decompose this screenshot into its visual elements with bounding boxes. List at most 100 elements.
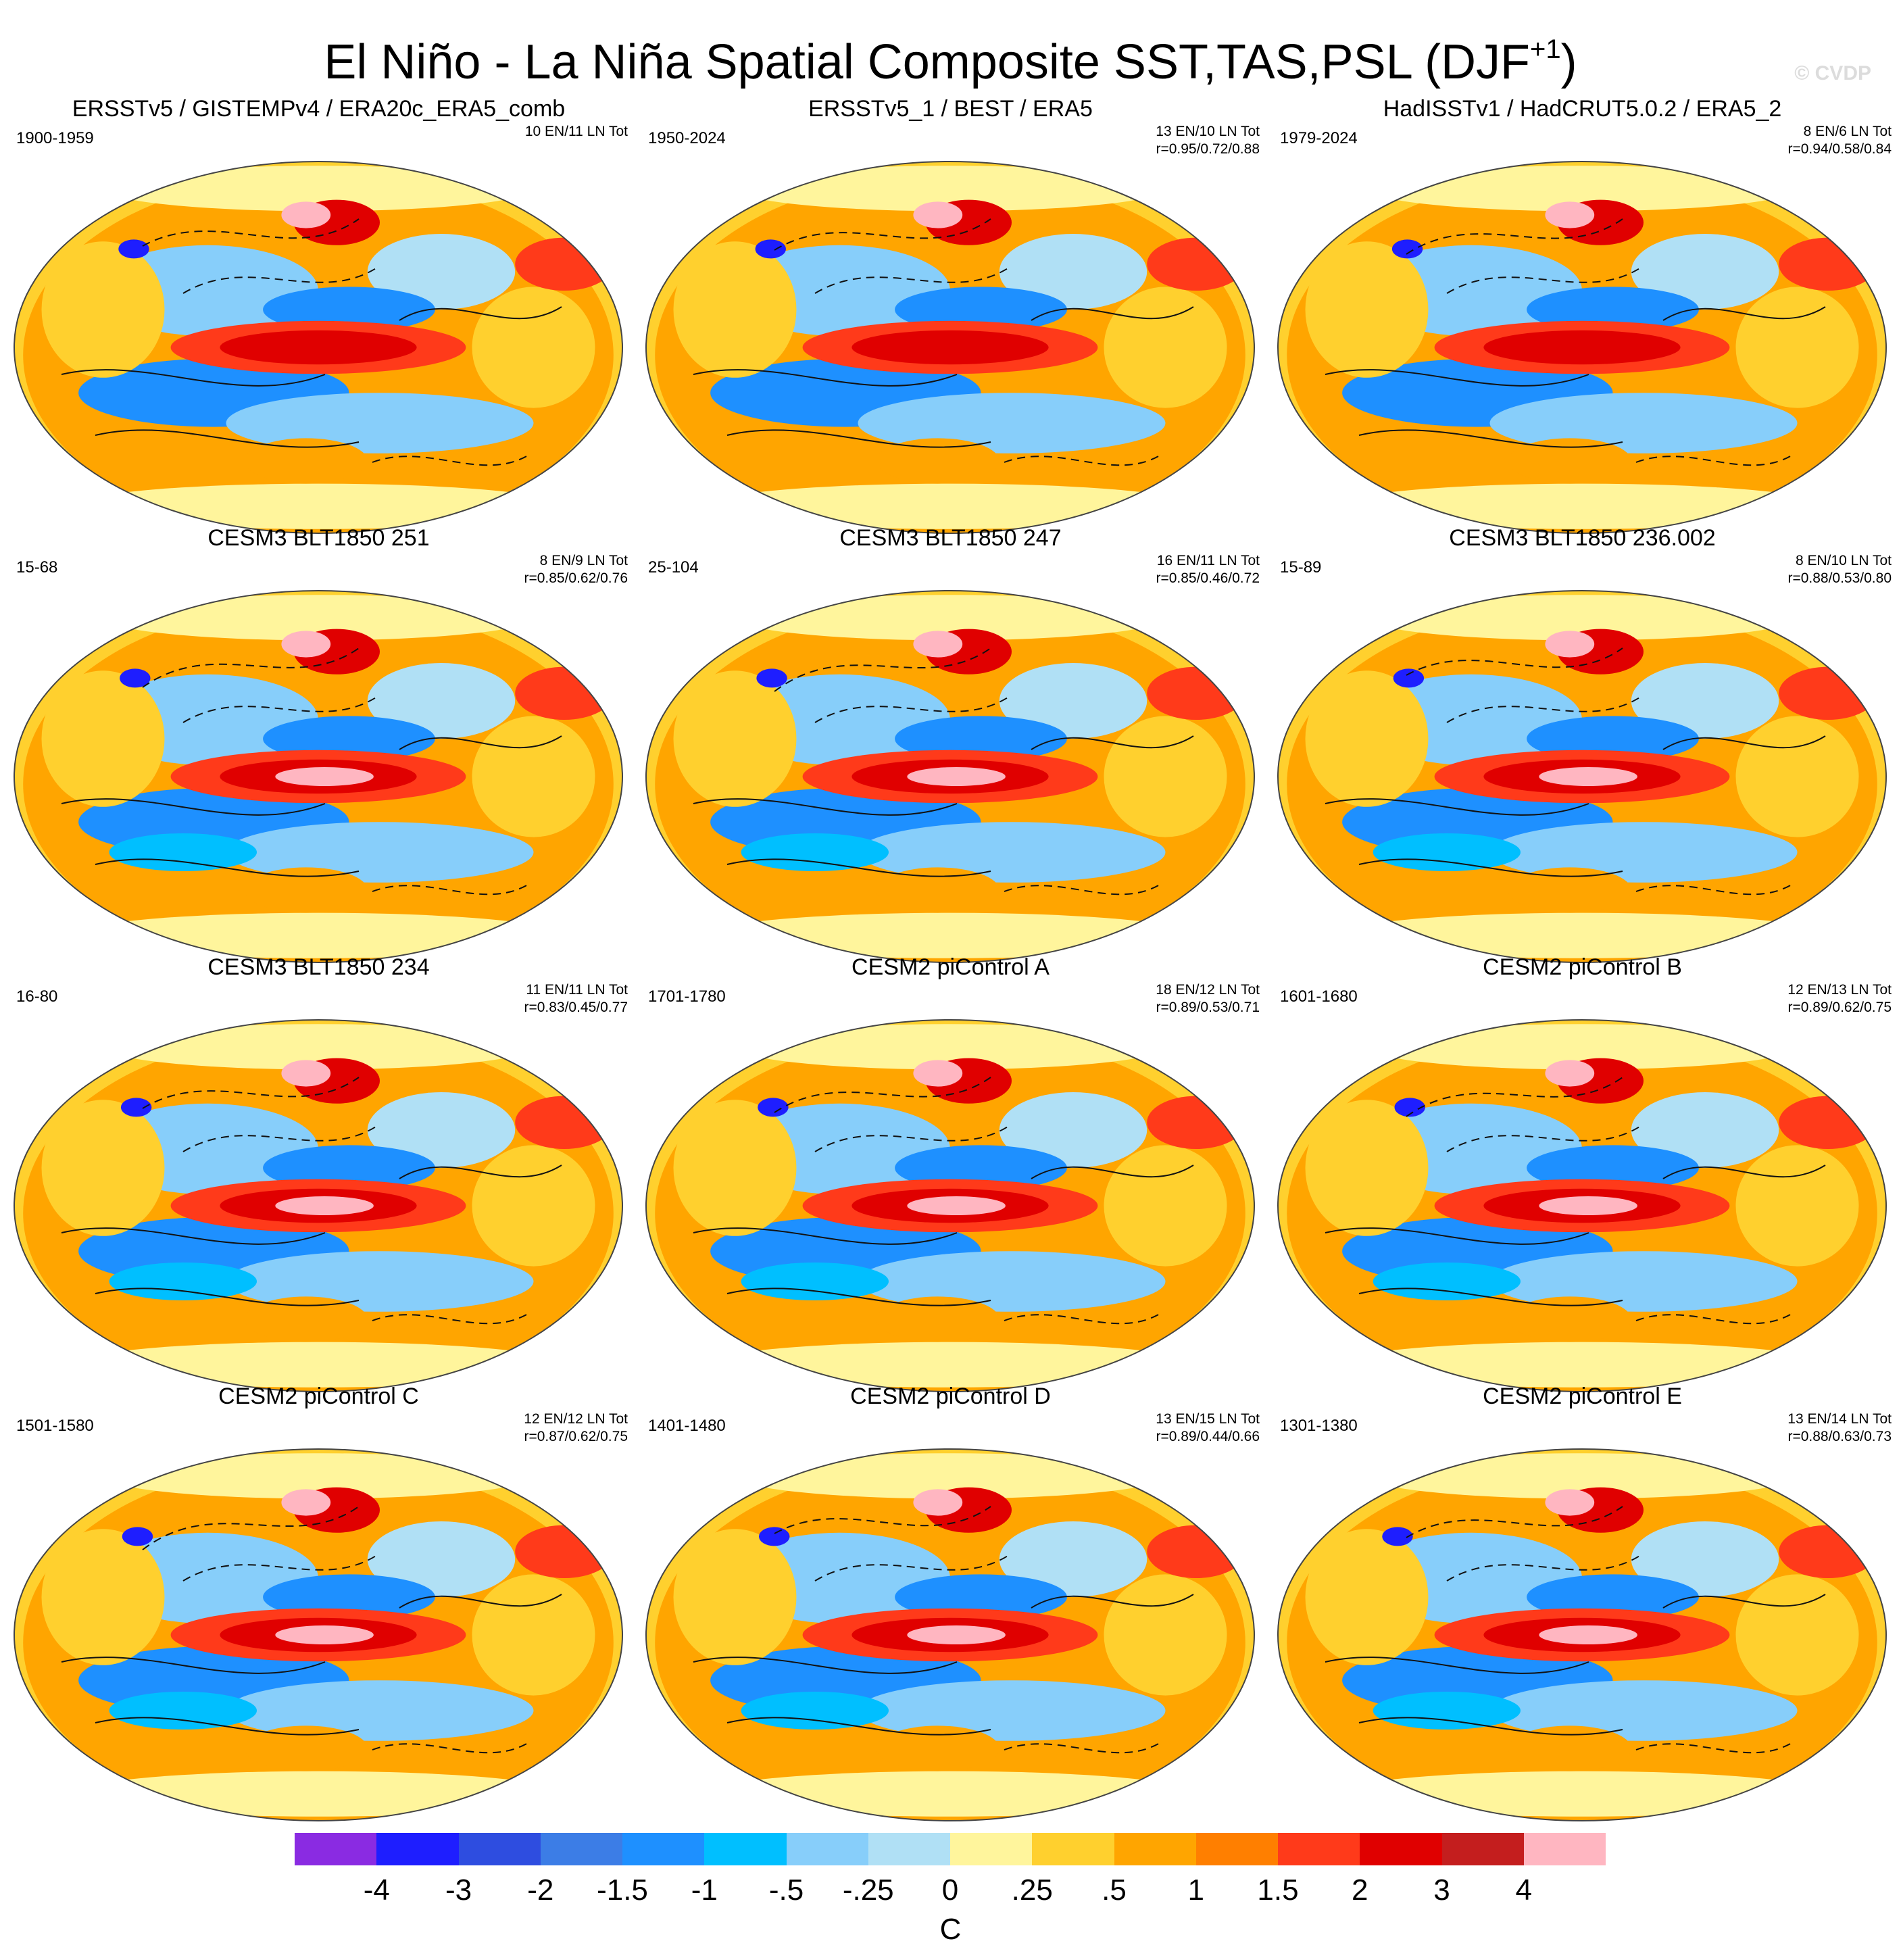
psl-contour <box>61 1227 326 1245</box>
anomaly-region <box>907 767 1006 786</box>
pattern-correlation: r=0.88/0.53/0.80 <box>1787 570 1892 586</box>
colorbar-box <box>1523 1833 1606 1865</box>
panel-stats: 12 EN/12 LN Tot r=0.87/0.62/0.75 <box>524 1411 628 1446</box>
panel-stats: 18 EN/12 LN Tot r=0.89/0.53/0.71 <box>1156 981 1260 1016</box>
psl-contour <box>1031 1165 1194 1179</box>
psl-contour <box>142 647 360 688</box>
psl-contour <box>1446 266 1644 294</box>
anomaly-region <box>1366 1453 1798 1499</box>
anomaly-region <box>244 1725 368 1771</box>
panel-stats: 11 EN/11 LN Tot r=0.83/0.45/0.77 <box>524 981 628 1016</box>
psl-contour <box>61 1657 326 1674</box>
panel-title: ERSSTv5 / GISTEMPv4 / ERA20c_ERA5_comb <box>72 96 566 122</box>
psl-contour <box>1662 735 1826 750</box>
anomaly-region <box>109 833 257 871</box>
anomaly-region <box>1735 287 1859 408</box>
panel-title: CESM3 BLT1850 234 <box>207 954 430 980</box>
psl-contour <box>182 1124 380 1152</box>
sst-anomaly-map <box>645 161 1255 534</box>
psl-contour <box>372 1742 528 1754</box>
anomaly-region <box>1489 1680 1798 1741</box>
event-count: 11 EN/11 LN Tot <box>526 982 628 998</box>
colorbar-box <box>1195 1833 1278 1865</box>
anomaly-region <box>1539 1196 1637 1215</box>
sst-anomaly-map <box>14 1019 623 1392</box>
colorbar-label: -1.5 <box>597 1873 648 1907</box>
anomaly-region <box>72 483 564 529</box>
psl-contour <box>1446 695 1644 723</box>
anomaly-region <box>226 1680 534 1741</box>
anomaly-region <box>735 1024 1166 1070</box>
anomaly-region <box>1631 663 1779 739</box>
sst-anomaly-map <box>1277 1019 1887 1392</box>
anomaly-region <box>704 912 1196 958</box>
anomaly-region <box>1336 483 1828 529</box>
anomaly-region <box>281 1060 331 1087</box>
event-count: 8 EN/10 LN Tot <box>1795 553 1892 568</box>
anomaly-region <box>755 239 787 259</box>
map-outline <box>14 590 623 963</box>
anomaly-region <box>673 241 797 378</box>
colorbar-label: 4 <box>1515 1873 1532 1907</box>
map-panel: CESM3 BLT1850 251 15-68 8 EN/9 LN Tot r=0.8… <box>3 524 635 963</box>
anomaly-region <box>226 393 534 454</box>
anomaly-region <box>367 1092 516 1168</box>
sst-anomaly-map <box>14 1448 623 1821</box>
map-panel: CESM2 piControl A 1701-1780 18 EN/12 LN To… <box>635 953 1266 1392</box>
map-outline <box>1277 1448 1887 1821</box>
colorbar-box <box>868 1833 950 1865</box>
anomaly-region <box>1735 1574 1859 1696</box>
anomaly-region <box>741 1263 889 1300</box>
anomaly-region <box>895 287 1067 333</box>
anomaly-region <box>72 1342 564 1388</box>
anomaly-region <box>735 166 1166 212</box>
anomaly-region <box>72 1771 564 1817</box>
panel-years: 1950-2024 <box>648 129 726 147</box>
psl-contour <box>774 218 991 251</box>
psl-contour <box>1325 369 1589 387</box>
anomaly-region <box>103 166 534 212</box>
anomaly-region <box>41 670 165 807</box>
colorbar-label: -3 <box>445 1873 472 1907</box>
anomaly-region <box>1305 241 1429 378</box>
psl-contour <box>182 695 380 723</box>
map-panel: CESM2 piControl C 1501-1580 12 EN/12 LN To… <box>3 1382 635 1821</box>
psl-contour <box>399 735 562 750</box>
colorbar-label: 0 <box>941 1873 959 1907</box>
anomaly-region <box>472 1145 595 1267</box>
map-panel: ERSSTv5_1 / BEST / ERA5 1950-2024 13 EN/10… <box>635 95 1266 534</box>
anomaly-region <box>1393 668 1425 688</box>
anomaly-region <box>275 1625 374 1644</box>
anomaly-region <box>907 338 1006 357</box>
map-panel: CESM2 piControl D 1401-1480 13 EN/15 LN To… <box>635 1382 1266 1821</box>
anomaly-region <box>1527 1145 1699 1191</box>
anomaly-region <box>1527 716 1699 762</box>
panel-years: 1601-1680 <box>1280 987 1358 1006</box>
psl-contour <box>774 647 991 692</box>
anomaly-region <box>907 1196 1006 1215</box>
map-outline <box>645 590 1255 963</box>
map-outline <box>1277 161 1887 534</box>
anomaly-region <box>876 438 999 484</box>
sst-anomaly-map <box>14 161 623 534</box>
panel-title: CESM3 BLT1850 251 <box>207 525 430 551</box>
psl-contour <box>726 858 991 877</box>
psl-contour <box>142 1077 360 1109</box>
psl-contour <box>1406 1506 1623 1538</box>
sst-anomaly-map <box>645 1019 1255 1392</box>
sst-anomaly-map <box>645 590 1255 963</box>
anomaly-region <box>244 438 368 484</box>
colorbar-box <box>458 1833 541 1865</box>
anomaly-region <box>1104 287 1227 408</box>
anomaly-region <box>895 1574 1067 1620</box>
panel-years: 1301-1380 <box>1280 1417 1358 1435</box>
copyright-watermark: © CVDP <box>1794 62 1871 84</box>
panel-title: CESM2 piControl E <box>1483 1383 1682 1409</box>
event-count: 12 EN/13 LN Tot <box>1787 982 1892 998</box>
panel-title: CESM2 piControl C <box>218 1383 419 1409</box>
panel-stats: 8 EN/6 LN Tot r=0.94/0.58/0.84 <box>1787 123 1892 158</box>
pattern-correlation: r=0.88/0.63/0.73 <box>1787 1429 1892 1444</box>
anomaly-region <box>472 287 595 408</box>
pattern-correlation: r=0.89/0.53/0.71 <box>1156 1000 1260 1015</box>
panel-years: 16-80 <box>16 987 58 1006</box>
